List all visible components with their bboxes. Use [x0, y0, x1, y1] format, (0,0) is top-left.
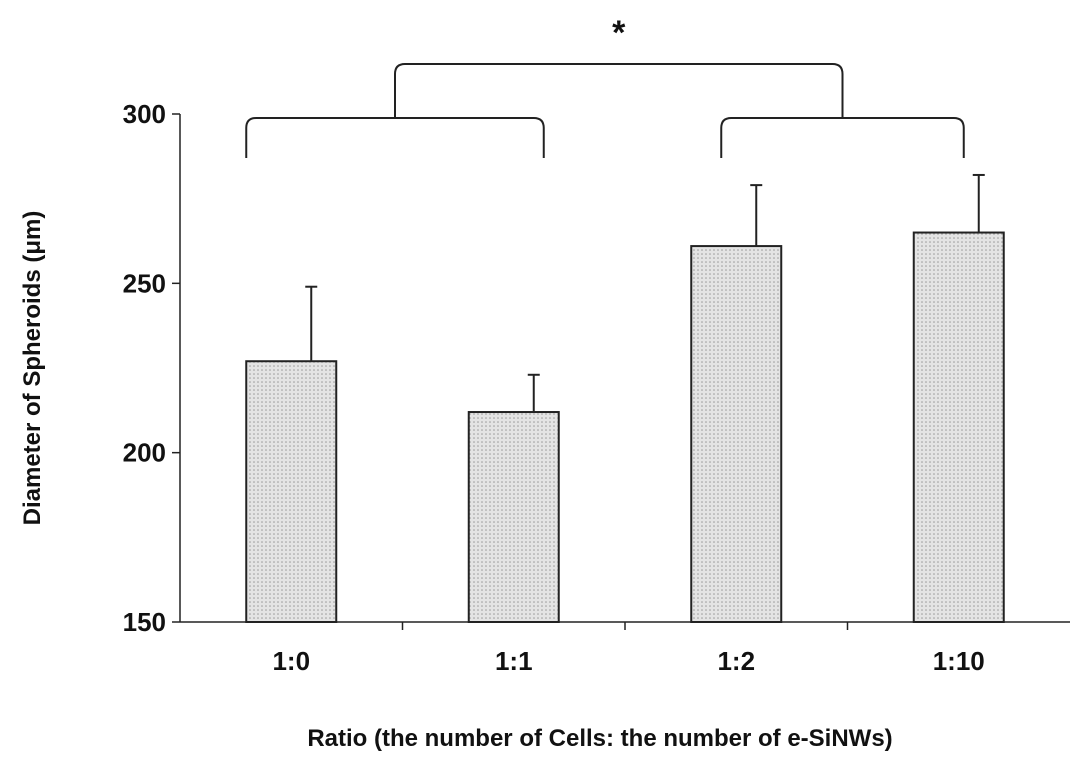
bar — [912, 231, 1005, 624]
significance-annotations: * — [245, 14, 965, 158]
x-axis-title: Ratio (the number of Cells: the number o… — [307, 725, 892, 752]
bar — [467, 411, 560, 623]
bracket-group-b — [720, 117, 965, 158]
x-tick-label: 1:2 — [717, 646, 755, 676]
significance-mark: * — [612, 14, 626, 52]
y-tick-label: 150 — [123, 607, 166, 637]
bar — [245, 360, 338, 623]
error-bars — [305, 173, 985, 413]
axes: 150 200 250 300 1:0 1:1 1:2 1:10 — [123, 99, 1070, 676]
x-tick-label: 1:10 — [933, 646, 985, 676]
bars — [245, 231, 1005, 624]
bar — [690, 245, 783, 624]
x-tick-label: 1:1 — [495, 646, 533, 676]
y-tick-label: 200 — [123, 438, 166, 468]
x-tick-label: 1:0 — [272, 646, 310, 676]
y-axis-title: Diameter of Spheroids (μm) — [19, 211, 46, 526]
y-tick-label: 250 — [123, 268, 166, 298]
bracket-group-a — [245, 117, 545, 158]
y-tick-label: 300 — [123, 99, 166, 129]
bracket-top — [394, 63, 844, 118]
